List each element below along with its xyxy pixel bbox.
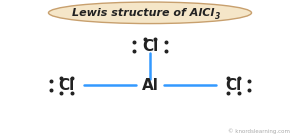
Text: Cl: Cl	[142, 39, 158, 54]
Text: Cl: Cl	[58, 78, 74, 93]
Point	[247, 80, 251, 82]
Point	[237, 92, 242, 94]
Point	[153, 38, 158, 40]
Point	[49, 89, 53, 91]
Point	[58, 77, 63, 79]
Point	[226, 77, 231, 79]
Point	[142, 38, 147, 40]
Text: Lewis structure of AlCl: Lewis structure of AlCl	[72, 8, 214, 18]
Point	[226, 92, 231, 94]
Point	[58, 92, 63, 94]
Point	[69, 92, 74, 94]
Point	[237, 77, 242, 79]
Ellipse shape	[49, 2, 251, 24]
Point	[247, 89, 251, 91]
Point	[132, 41, 137, 43]
Point	[163, 41, 168, 43]
Text: Cl: Cl	[226, 78, 242, 93]
Point	[69, 77, 74, 79]
Point	[163, 50, 168, 52]
Text: 3: 3	[215, 12, 221, 21]
Point	[132, 50, 137, 52]
Text: Al: Al	[142, 78, 158, 93]
Point	[49, 80, 53, 82]
Text: © knordslearning.com: © knordslearning.com	[228, 128, 290, 134]
